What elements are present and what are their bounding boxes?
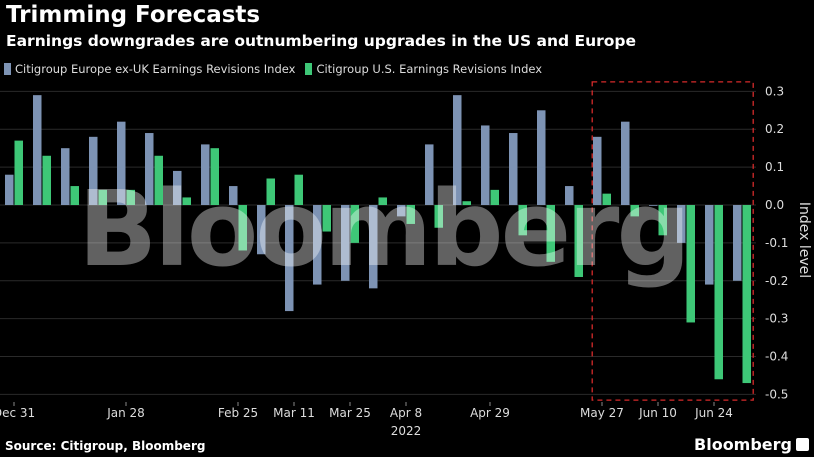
x-tick-label: May 27 xyxy=(580,406,624,420)
bar-us xyxy=(630,205,639,217)
bar-us xyxy=(546,205,555,262)
legend-item-europe: Citigroup Europe ex-UK Earnings Revision… xyxy=(4,62,295,76)
chart-title: Trimming Forecasts xyxy=(6,2,261,28)
bar-europe xyxy=(705,205,714,285)
y-tick-label: -0.1 xyxy=(765,236,788,250)
bar-us xyxy=(658,205,667,236)
bar-europe xyxy=(117,121,126,206)
bar-europe xyxy=(33,95,42,206)
bar-us xyxy=(406,205,415,224)
highlight-box xyxy=(591,81,754,401)
bar-us xyxy=(98,189,107,206)
chart-subtitle: Earnings downgrades are outnumbering upg… xyxy=(6,32,637,50)
legend-label-europe: Citigroup Europe ex-UK Earnings Revision… xyxy=(15,62,296,76)
bar-europe xyxy=(733,205,742,281)
bar-us xyxy=(602,193,611,206)
year-label: 2022 xyxy=(391,424,422,438)
x-tick-label: Jun 24 xyxy=(694,406,733,420)
bar-us xyxy=(686,205,695,323)
y-tick-label: 0.3 xyxy=(765,84,784,98)
legend: Citigroup Europe ex-UK Earnings Revision… xyxy=(4,62,542,76)
bar-us xyxy=(490,189,499,206)
y-tick-label: 0.2 xyxy=(765,122,784,136)
bar-chart: 0.3 0.2 0.1 0.0 -0.1 -0.2 -0.3 -0.4 -0.5 Index le… xyxy=(0,81,812,438)
bar-us xyxy=(14,140,23,206)
x-tick-label: Dec 31 xyxy=(0,406,35,420)
y-axis-title: Index level xyxy=(796,202,812,278)
bar-us xyxy=(742,205,751,384)
bar-europe xyxy=(89,136,98,206)
bar-us xyxy=(714,205,723,380)
bar-us xyxy=(154,155,163,206)
bar-europe xyxy=(173,170,182,206)
bar-europe xyxy=(61,148,70,206)
bar-europe xyxy=(509,133,518,206)
x-tick-label: Apr 29 xyxy=(470,406,510,420)
bar-europe xyxy=(5,174,14,206)
bar-us xyxy=(574,205,583,277)
bar-us xyxy=(70,186,79,206)
bar-europe xyxy=(453,95,462,206)
y-tick-label: 0.0 xyxy=(765,198,784,212)
bar-europe xyxy=(145,133,154,206)
bar-europe xyxy=(621,121,630,206)
bar-europe xyxy=(481,125,490,206)
bar-europe xyxy=(649,205,658,206)
bar-europe xyxy=(313,205,322,285)
x-tick-label: Apr 8 xyxy=(390,406,422,420)
bar-europe xyxy=(425,144,434,206)
y-tick-label: -0.3 xyxy=(765,312,788,326)
y-tick-label: -0.4 xyxy=(765,350,788,364)
bar-us xyxy=(462,201,471,206)
bar-europe xyxy=(257,205,266,255)
bar-us xyxy=(126,189,135,206)
x-tick-label: Feb 25 xyxy=(218,406,258,420)
bar-europe xyxy=(285,205,294,312)
bar-us xyxy=(350,205,359,243)
bar-europe xyxy=(537,110,546,206)
bar-europe xyxy=(677,205,686,243)
bar-us xyxy=(518,205,527,236)
bar-europe xyxy=(565,186,574,206)
source-note: Source: Citigroup, Bloomberg xyxy=(5,439,206,453)
bar-europe xyxy=(593,136,602,206)
legend-swatch-us xyxy=(305,63,313,75)
bar-us xyxy=(378,197,387,206)
brand-logo: Bloomberg xyxy=(694,435,792,454)
bar-us xyxy=(266,178,275,206)
bar-us xyxy=(182,197,191,206)
y-tick-label: -0.5 xyxy=(765,387,788,401)
bar-us xyxy=(42,155,51,206)
x-tick-label: Jan 28 xyxy=(106,406,145,420)
y-tick-label: 0.1 xyxy=(765,160,784,174)
x-tick-label: Mar 25 xyxy=(329,406,371,420)
y-tick-label: -0.2 xyxy=(765,274,788,288)
x-tick-label: Mar 11 xyxy=(273,406,315,420)
bar-us xyxy=(434,205,443,228)
bloomberg-terminal-icon xyxy=(796,438,809,451)
bar-us xyxy=(210,148,219,206)
bar-europe xyxy=(397,205,406,217)
bar-us xyxy=(322,205,331,232)
x-tick-label: Jun 10 xyxy=(638,406,677,420)
bar-europe xyxy=(229,186,238,206)
bar-europe xyxy=(341,205,350,281)
bar-europe xyxy=(201,144,210,206)
legend-label-us: Citigroup U.S. Earnings Revisions Index xyxy=(316,62,543,76)
legend-swatch-europe xyxy=(4,63,11,75)
bar-us xyxy=(294,174,303,206)
legend-item-us: Citigroup U.S. Earnings Revisions Index xyxy=(305,62,542,76)
bar-europe xyxy=(369,205,378,289)
bar-us xyxy=(238,205,247,251)
